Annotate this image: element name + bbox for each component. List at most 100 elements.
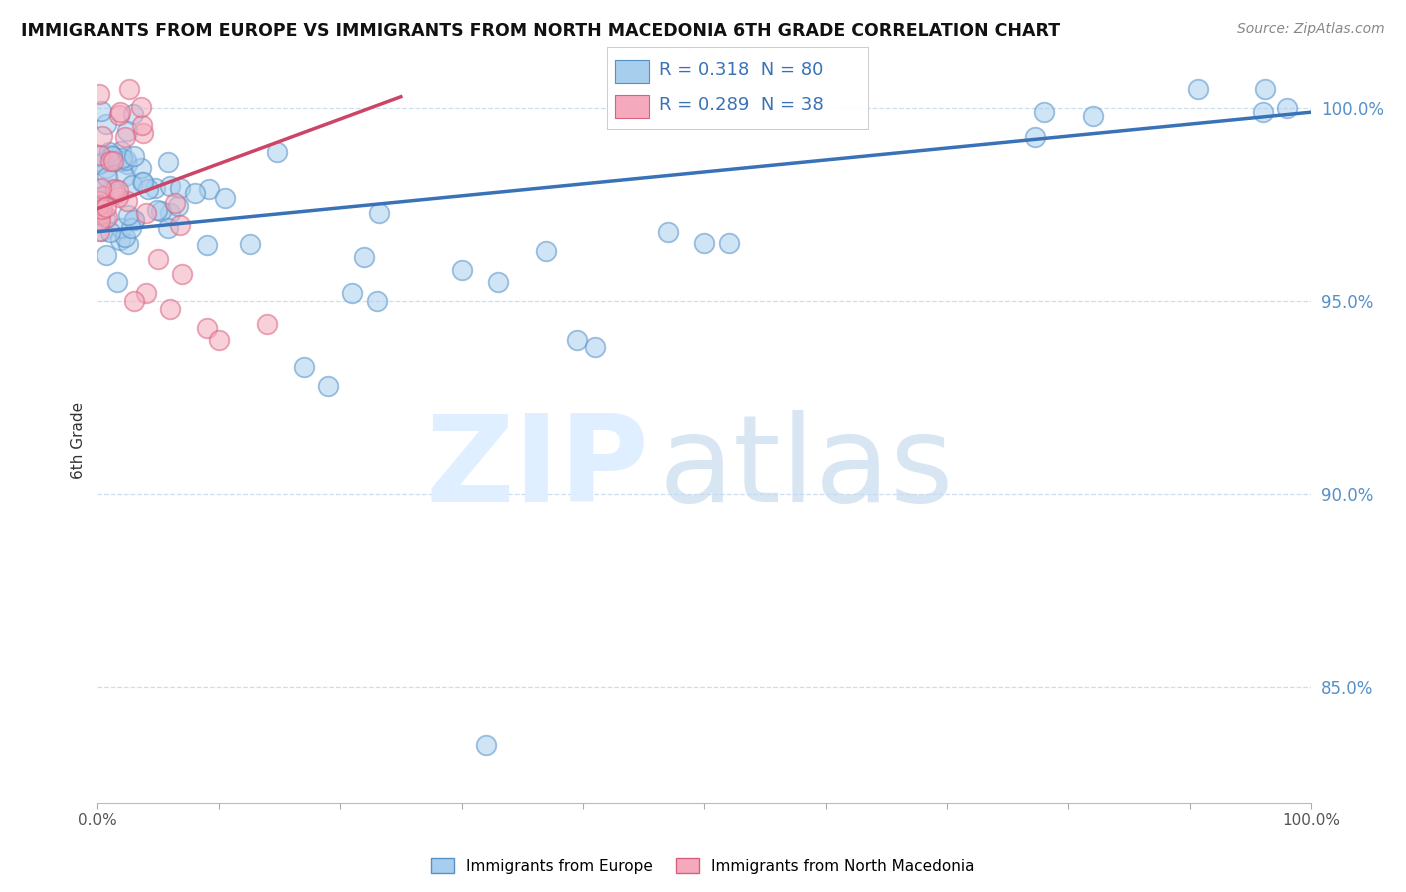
Legend: Immigrants from Europe, Immigrants from North Macedonia: Immigrants from Europe, Immigrants from … [425,852,981,880]
Point [98,145,121,159]
Point [122,294,145,309]
Point [107,190,129,204]
Point [214,191,236,205]
Point [122,212,145,227]
Point [115,124,138,138]
Point [117,236,139,251]
Point [104,182,127,196]
Point [114,129,136,144]
Point [475,738,498,752]
Point [115,194,138,209]
Point [110,105,132,120]
Point [87,87,110,101]
Point [342,286,364,301]
Point [266,145,288,160]
Point [195,321,218,335]
Point [183,186,205,201]
Point [717,236,740,251]
Point [693,236,716,251]
Point [87,149,110,163]
Point [157,154,180,169]
Point [583,340,606,354]
Point [117,157,139,171]
Point [87,224,110,238]
Point [89,207,111,221]
Point [1187,82,1209,96]
Point [132,175,155,189]
Point [131,161,153,176]
Point [1254,82,1277,96]
Bar [616,95,650,118]
Point [100,148,122,162]
Point [657,225,679,239]
Point [450,263,472,277]
Point [159,179,181,194]
Point [117,208,139,222]
Point [167,199,190,213]
Point [138,182,160,196]
Point [101,153,124,168]
Point [132,126,155,140]
Point [115,153,138,167]
Point [98,153,121,168]
Point [292,359,315,374]
Point [536,244,558,258]
Point [87,208,110,222]
Point [87,194,110,209]
Point [87,157,110,171]
Text: ZIP: ZIP [426,410,650,527]
Point [366,294,388,309]
Point [121,178,143,192]
Point [256,318,278,332]
Point [165,196,187,211]
Text: R = 0.289  N = 38: R = 0.289 N = 38 [659,95,824,113]
Point [90,128,112,143]
Text: R = 0.318  N = 80: R = 0.318 N = 80 [659,62,824,79]
Point [169,181,191,195]
Point [135,206,157,220]
Point [96,169,118,184]
Point [104,187,127,202]
Point [96,201,118,215]
Point [368,206,391,220]
Point [159,206,181,220]
Point [208,333,231,347]
Bar [616,60,650,83]
Point [565,333,588,347]
Point [146,202,169,217]
Point [94,211,117,226]
Point [1033,105,1056,120]
Point [149,203,172,218]
Point [98,225,121,239]
Point [96,210,118,224]
Point [89,182,111,196]
Point [94,117,117,131]
Point [131,175,153,189]
Point [89,207,111,221]
Point [1275,101,1298,115]
Point [172,267,194,281]
Point [121,107,143,121]
Y-axis label: 6th Grade: 6th Grade [72,401,86,478]
Point [90,202,112,216]
Point [1251,105,1274,120]
Point [122,213,145,227]
Point [120,220,142,235]
Point [87,197,110,211]
Point [353,250,375,264]
Point [316,379,339,393]
Point [90,103,112,118]
Point [94,161,117,176]
Point [96,248,118,262]
Point [87,193,110,207]
Point [143,180,166,194]
Point [90,181,112,195]
Point [107,183,129,197]
Point [1024,130,1046,145]
Point [101,149,124,163]
Point [108,108,131,122]
Point [108,154,131,169]
Point [131,118,153,132]
Point [122,149,145,163]
Point [169,218,191,232]
